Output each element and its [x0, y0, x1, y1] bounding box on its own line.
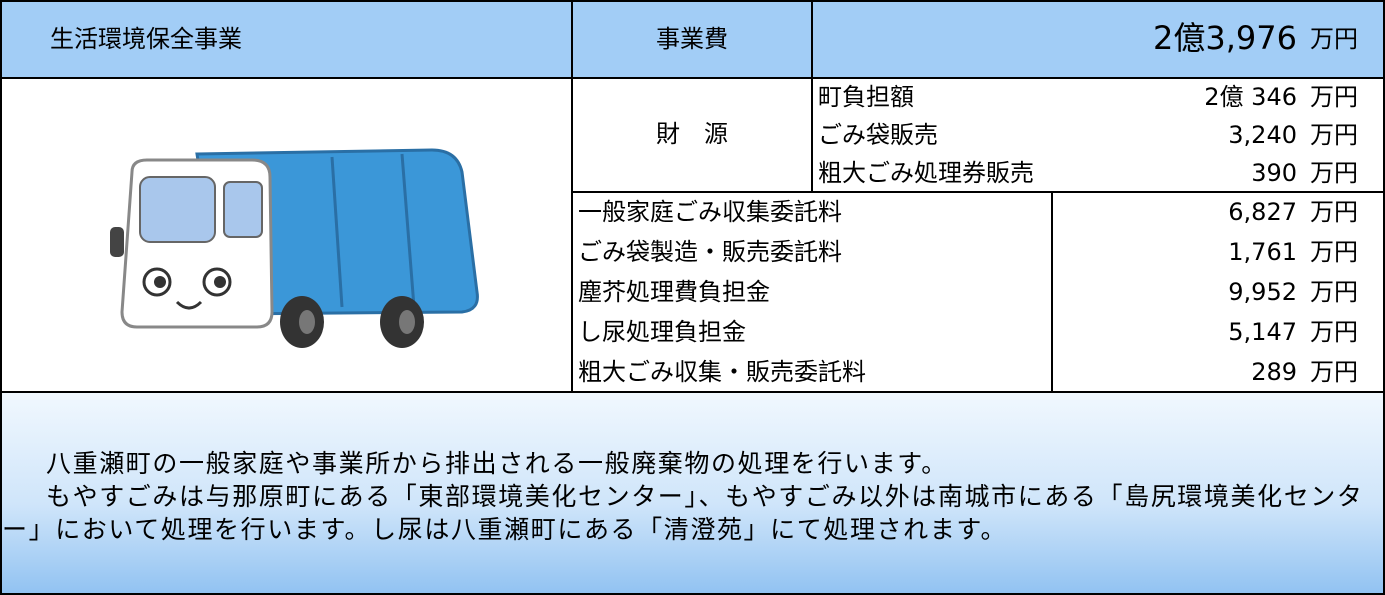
expense-item: し尿処理負担金 — [578, 318, 746, 346]
expense-amount: 5,147 — [1228, 318, 1297, 346]
funding-unit: 万円 — [1310, 121, 1358, 149]
rule — [2, 391, 1383, 393]
truck-illustration — [110, 148, 479, 348]
expense-item: 一般家庭ごみ収集委託料 — [578, 198, 842, 226]
expense-unit: 万円 — [1310, 278, 1358, 306]
expense-item: 粗大ごみ収集・販売委託料 — [578, 358, 866, 386]
paragraph: もやすごみは与那原町にある「東部環境美化センター」、もやすごみ以外は南城市にある… — [2, 482, 1364, 544]
expense-item: 塵芥処理費負担金 — [578, 278, 770, 306]
cost-label: 事業費 — [656, 25, 728, 53]
header-band — [2, 2, 1383, 77]
rule — [572, 191, 1383, 193]
funding-amount: 390 — [1251, 159, 1297, 187]
funding-amount: 2億 346 — [1204, 83, 1297, 111]
expense-unit: 万円 — [1310, 358, 1358, 386]
expense-item: ごみ袋製造・販売委託料 — [578, 238, 842, 266]
funding-item: 町負担額 — [818, 83, 914, 111]
funding-amount: 3,240 — [1228, 121, 1297, 149]
funding-unit: 万円 — [1310, 159, 1358, 187]
expense-unit: 万円 — [1310, 198, 1358, 226]
description-band — [2, 392, 1383, 593]
rule — [1051, 192, 1053, 392]
expense-unit: 万円 — [1310, 238, 1358, 266]
funding-unit: 万円 — [1310, 83, 1358, 111]
funding-label: 財 源 — [656, 120, 728, 148]
rule — [2, 77, 1383, 79]
rule — [571, 2, 573, 392]
expense-unit: 万円 — [1310, 318, 1358, 346]
expense-amount: 6,827 — [1228, 198, 1297, 226]
expense-amount: 289 — [1251, 358, 1297, 386]
cost-amount: 2億3,976 — [1153, 19, 1297, 57]
cost-unit: 万円 — [1310, 25, 1358, 53]
expense-amount: 1,761 — [1228, 238, 1297, 266]
funding-item: 粗大ごみ処理券販売 — [818, 159, 1034, 187]
paragraph: 八重瀬町の一般家庭や事業所から排出される一般廃棄物の処理を行います。 — [46, 449, 948, 478]
funding-item: ごみ袋販売 — [818, 121, 938, 149]
title: 生活環境保全事業 — [50, 25, 242, 53]
rule — [811, 2, 813, 192]
description: 八重瀬町の一般家庭や事業所から排出される一般廃棄物の処理を行います。もやすごみは… — [2, 447, 1377, 546]
expense-amount: 9,952 — [1228, 278, 1297, 306]
